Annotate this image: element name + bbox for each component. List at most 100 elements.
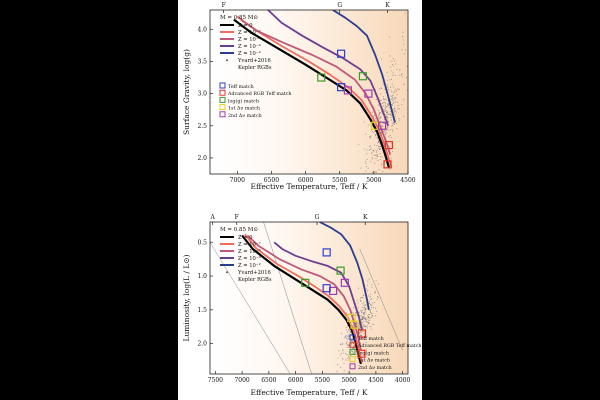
kepler-star-point: [392, 129, 394, 131]
kepler-star-point: [390, 116, 392, 118]
kepler-star-point: [398, 120, 400, 122]
kepler-star-point: [386, 127, 388, 129]
match-marker-logg: [336, 266, 345, 275]
legend-label: Kepler RGBs: [238, 277, 272, 283]
kepler-star-point: [340, 352, 343, 355]
kepler-star-point: [379, 93, 381, 95]
kepler-star-point: [382, 95, 385, 98]
kepler-star-point: [348, 328, 350, 330]
kepler-star-point: [401, 73, 403, 75]
kepler-star-point: [361, 310, 363, 312]
kepler-star-point: [379, 153, 381, 155]
kepler-star-point: [380, 58, 382, 60]
kepler-star-point: [347, 355, 349, 357]
kepler-star-point: [363, 312, 365, 314]
kepler-star-point: [390, 98, 392, 100]
x-tick-label: 4000: [395, 377, 410, 384]
kepler-star-point: [394, 113, 396, 115]
kepler-star-point: [363, 304, 365, 306]
kepler-star-point: [363, 309, 365, 311]
kepler-star-point: [387, 105, 390, 107]
kepler-star-point: [361, 307, 363, 309]
kepler-star-point: [368, 149, 370, 151]
kepler-star-point: [364, 318, 366, 320]
kepler-star-point: [372, 307, 374, 309]
kepler-star-point: [344, 336, 347, 338]
kepler-star-point: [373, 323, 375, 326]
kepler-star-point: [385, 103, 387, 105]
kepler-star-point: [364, 308, 366, 310]
kepler-star-point: [377, 159, 379, 162]
kepler-star-point: [385, 131, 387, 133]
kepler-star-point: [389, 110, 392, 112]
kepler-star-point: [368, 321, 370, 323]
marker-legend-label: log(g) match: [358, 349, 389, 356]
kepler-star-point: [391, 64, 394, 66]
kepler-star-point: [367, 167, 369, 169]
match-marker-teff: [322, 248, 331, 257]
kepler-star-point: [368, 146, 371, 148]
kepler-star-point: [401, 103, 403, 106]
kepler-star-point: [377, 137, 379, 139]
kepler-star-point: [377, 283, 379, 285]
kepler-star-point: [386, 112, 388, 114]
kepler-star-point: [392, 102, 394, 105]
kepler-star-point: [361, 321, 364, 323]
kepler-star-point: [394, 88, 396, 90]
kepler-star-point: [378, 115, 380, 117]
kepler-star-point: [369, 309, 372, 311]
kepler-star-point: [342, 349, 344, 351]
kepler-star-point: [371, 304, 373, 306]
kepler-star-point: [369, 317, 371, 320]
legend-label: Z = 10⁻⁵: [238, 37, 261, 43]
kepler-star-point: [391, 97, 394, 99]
kepler-star-point: [348, 344, 350, 347]
kepler-star-point: [392, 94, 394, 96]
kepler-star-point: [369, 293, 372, 295]
kepler-star-point: [375, 137, 377, 139]
kepler-star-point: [374, 135, 377, 137]
kepler-star-point: [341, 342, 343, 344]
marker-legend-label: Teff match: [358, 336, 384, 342]
kepler-star-point: [378, 117, 380, 119]
track-z1e2: [332, 10, 396, 123]
kepler-star-point: [346, 341, 348, 343]
kepler-star-point: [394, 116, 396, 118]
kepler-star-point: [402, 36, 404, 38]
kepler-star-point: [370, 316, 372, 318]
kepler-star-point: [392, 58, 394, 60]
match-marker-adv: [383, 160, 392, 169]
kepler-star-point: [356, 323, 358, 325]
kepler-star-point: [347, 343, 349, 346]
kepler-star-point: [360, 167, 362, 169]
kepler-star-point: [382, 83, 384, 85]
kepler-star-point: [406, 65, 408, 67]
kepler-star-point: [375, 171, 378, 173]
kepler-star-point: [363, 302, 365, 304]
kepler-star-point: [358, 328, 361, 330]
kepler-star-point: [366, 321, 369, 323]
kepler-star-point: [398, 105, 400, 107]
x-tick-label: 7500: [208, 377, 223, 384]
kepler-star-point: [387, 103, 389, 105]
marker-legend-label: 2nd Δν match: [358, 365, 392, 371]
kepler-star-point: [371, 315, 373, 317]
kepler-star-point: [366, 153, 368, 155]
kepler-star-point: [368, 124, 370, 126]
kepler-star-point: [377, 155, 379, 157]
legend-marker-swatch: [349, 341, 356, 348]
kepler-star-point: [361, 322, 363, 324]
kepler-star-point: [340, 366, 342, 368]
kepler-star-point: [365, 161, 367, 163]
kepler-star-point: [352, 345, 355, 347]
kepler-star-point: [350, 340, 352, 342]
match-marker-dnu2: [377, 121, 387, 130]
kepler-star-point: [360, 296, 362, 299]
kepler-star-point: [370, 153, 373, 155]
kepler-star-point: [395, 98, 397, 100]
panel-top: 7000 6500 6000 5500 5000 4500 2.0 2.5 3.0 3.5 4.0…: [182, 2, 416, 191]
match-marker-adv: [384, 140, 393, 150]
kepler-star-point: [365, 165, 368, 168]
kepler-star-point: [388, 145, 390, 147]
